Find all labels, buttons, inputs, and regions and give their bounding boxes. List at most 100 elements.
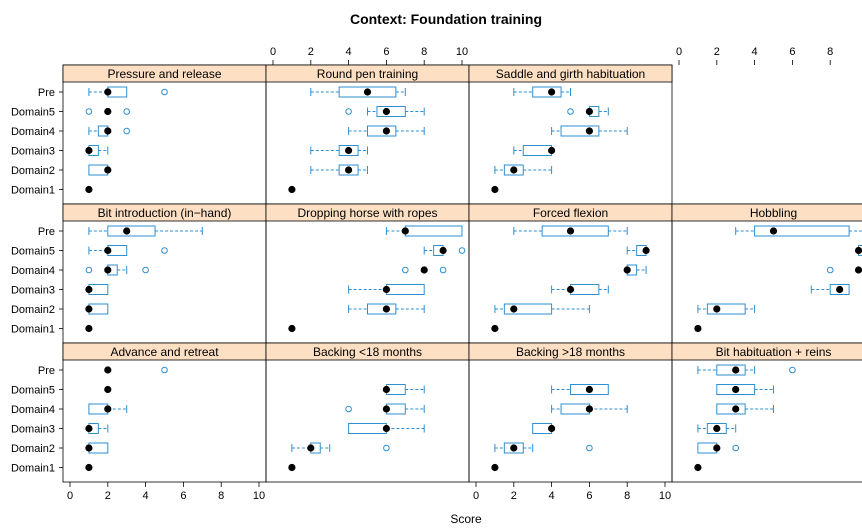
median-point xyxy=(104,366,112,374)
box xyxy=(716,364,746,376)
box xyxy=(716,403,746,415)
median-point xyxy=(694,463,702,472)
median-point xyxy=(345,166,353,174)
panel-title: Saddle and girth habituation xyxy=(496,67,645,81)
box xyxy=(503,164,524,176)
panel-frame xyxy=(265,203,470,344)
median-point xyxy=(713,305,721,313)
x-tick-label: 8 xyxy=(827,46,833,58)
box xyxy=(754,225,850,237)
median-point xyxy=(548,88,556,96)
panel: Saddle and girth habituation xyxy=(468,64,673,205)
panel-title: Backing <18 months xyxy=(313,345,422,359)
panel-frame xyxy=(468,64,673,205)
outlier-point xyxy=(85,108,93,115)
panel-title: Hobbling xyxy=(750,206,797,220)
median-point xyxy=(585,405,594,413)
median-point xyxy=(585,127,594,135)
outlier-point xyxy=(402,266,409,274)
x-tick-label: 6 xyxy=(180,490,186,502)
panel-frame xyxy=(671,342,862,483)
median-point xyxy=(420,266,428,274)
y-tick-label: Domain5 xyxy=(11,107,55,119)
median-point xyxy=(307,444,315,452)
median-point xyxy=(363,88,372,96)
y-tick-label: Domain3 xyxy=(11,146,55,158)
panel-frame xyxy=(468,203,673,344)
x-tick-label: 6 xyxy=(586,490,592,502)
median-point xyxy=(345,146,353,155)
median-point xyxy=(713,444,721,452)
y-tick-label: Domain1 xyxy=(11,324,55,336)
y-tick-label: Pre xyxy=(38,365,55,377)
box xyxy=(376,106,406,117)
x-tick-label: 0 xyxy=(676,46,682,58)
median-point xyxy=(713,424,721,433)
x-tick-label: 2 xyxy=(511,490,517,502)
panel-strip xyxy=(671,203,862,222)
median-point xyxy=(382,107,390,116)
y-tick-label: Domain1 xyxy=(11,185,55,197)
panel-title: Bit introduction (in−hand) xyxy=(98,206,232,220)
median-point xyxy=(548,424,556,433)
box xyxy=(560,403,590,415)
outlier-point xyxy=(123,127,130,135)
x-tick-label: 0 xyxy=(67,490,73,502)
outlier-point xyxy=(383,444,390,452)
median-point xyxy=(510,444,518,452)
x-tick-label: 4 xyxy=(752,46,758,58)
panel: Hobbling xyxy=(671,203,862,344)
box xyxy=(348,423,387,434)
x-tick-label: 4 xyxy=(549,490,555,502)
box xyxy=(338,145,359,156)
box xyxy=(716,384,756,395)
x-tick-label: 4 xyxy=(346,46,352,58)
median-point xyxy=(491,185,499,194)
panel-frame xyxy=(468,342,673,483)
median-point xyxy=(491,463,499,472)
outlier-point xyxy=(161,247,168,254)
median-point xyxy=(585,385,594,394)
y-tick-label: Domain5 xyxy=(11,385,55,397)
box xyxy=(385,284,425,295)
box xyxy=(107,225,156,237)
median-point xyxy=(104,385,112,394)
panel-title: Forced flexion xyxy=(533,206,608,220)
median-point xyxy=(382,385,390,394)
median-point xyxy=(85,424,93,433)
x-tick-label: 0 xyxy=(270,46,276,58)
panel-title: Round pen training xyxy=(317,67,418,81)
median-point xyxy=(491,324,499,333)
panel-title: Dropping horse with ropes xyxy=(297,206,437,220)
x-tick-label: 8 xyxy=(421,46,427,58)
x-tick-label: 10 xyxy=(253,490,265,502)
box xyxy=(503,442,524,454)
x-tick-label: 0 xyxy=(473,490,479,502)
x-tick-label: 2 xyxy=(105,490,111,502)
outlier-point xyxy=(161,88,168,96)
x-tick-label: 8 xyxy=(218,490,224,502)
panel: Advance and retreat xyxy=(62,342,267,483)
median-point xyxy=(382,285,390,294)
panel-title: Pressure and release xyxy=(107,67,221,81)
median-point xyxy=(288,324,296,333)
median-point xyxy=(548,146,556,155)
panel: Round pen training xyxy=(265,64,470,205)
box xyxy=(522,145,553,156)
median-point xyxy=(288,463,296,472)
x-tick-label: 6 xyxy=(383,46,389,58)
plot-area: Pressure and release Round pen training Sa… xyxy=(11,46,862,502)
top-axis: 0 2 4 6 8 10 xyxy=(270,46,468,65)
box xyxy=(404,225,463,237)
median-point xyxy=(694,324,702,333)
outlier-point xyxy=(345,108,352,115)
box xyxy=(338,86,397,98)
outlier-point xyxy=(345,405,352,413)
median-point xyxy=(854,266,862,274)
x-tick-label: 2 xyxy=(308,46,314,58)
median-point xyxy=(123,227,131,235)
panel: Forced flexion xyxy=(468,203,673,344)
median-point xyxy=(585,107,594,116)
y-tick-label: Domain4 xyxy=(11,126,55,138)
median-point xyxy=(85,305,93,313)
